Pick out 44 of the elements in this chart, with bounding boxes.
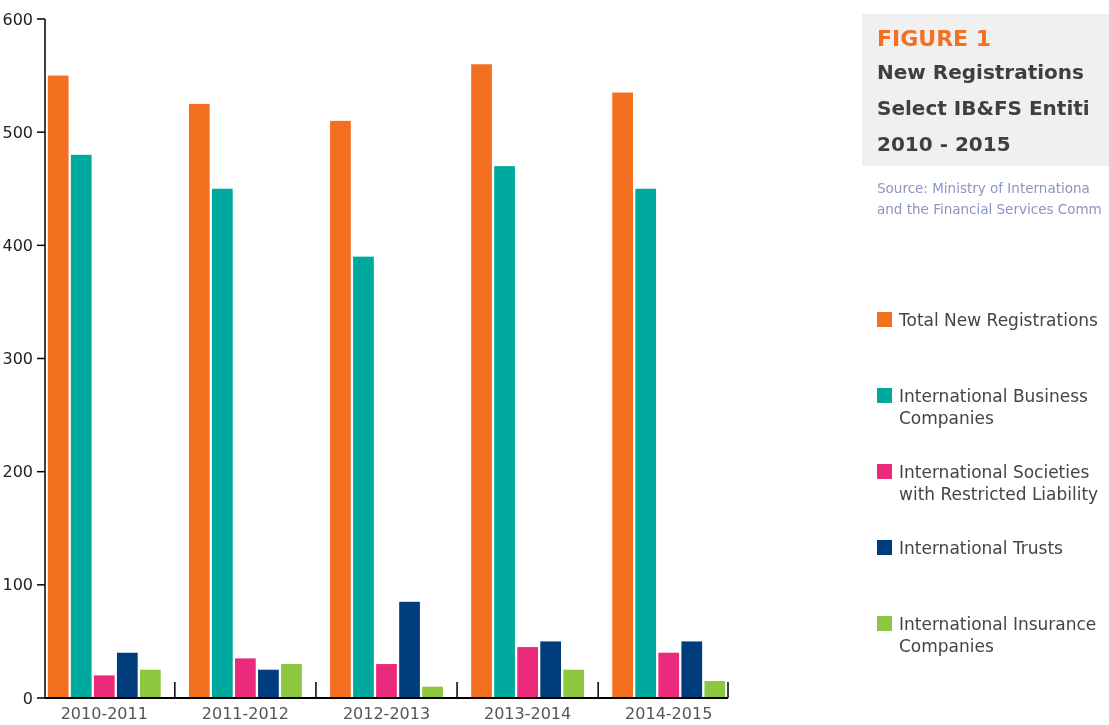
x-tick-label: 2011-2012: [201, 704, 289, 723]
bar: [494, 166, 515, 698]
x-tick-label: 2010-2011: [60, 704, 148, 723]
bar: [47, 75, 69, 698]
bar: [70, 154, 92, 698]
y-tick-label: 400: [2, 235, 33, 255]
text: and the Financial Services Comm: [877, 201, 1102, 217]
legend-label: International Trusts: [899, 538, 1064, 558]
legend-label: International Insurance Companies: [899, 614, 1097, 656]
text: FIGURE 1: [877, 26, 992, 51]
x-tick-label: 2012-2013: [342, 704, 431, 723]
y-tick-label: 0: [22, 688, 33, 708]
y-tick-label: 600: [2, 9, 33, 29]
bar: [540, 641, 562, 698]
y-tick-label: 100: [2, 575, 33, 595]
bar: [258, 669, 279, 698]
text: New Registrations Select IB&FS Entiti 2010 - 2015: [877, 60, 1090, 156]
bar: [330, 120, 351, 698]
x-tick-label: 2014-2015: [625, 704, 713, 723]
bar: [612, 92, 634, 698]
bar: [93, 675, 115, 698]
bar: [399, 601, 420, 698]
bar: [139, 669, 161, 698]
bar: [353, 256, 374, 698]
bar: [635, 188, 657, 698]
bar: [658, 652, 680, 698]
legend-label: Total New Registrations: [898, 310, 1099, 330]
y-tick-label: 500: [2, 122, 33, 142]
bar: [681, 641, 703, 698]
source-note: Source: Ministry of Internationa: [877, 180, 1090, 196]
legend-label: International Business Companies: [899, 386, 1089, 428]
y-tick-label: 300: [2, 349, 33, 369]
bar: [116, 652, 138, 698]
bar: [471, 64, 492, 698]
y-tick-label: 200: [2, 462, 33, 482]
bar: [563, 669, 585, 698]
x-tick-label: 2013-2014: [484, 704, 572, 723]
bar: [517, 647, 538, 698]
legend-label: International Societies with Restricted Liability: [899, 462, 1099, 504]
bar: [188, 103, 210, 698]
bar: [211, 188, 233, 698]
bar: [235, 658, 256, 698]
bar: [281, 664, 302, 698]
bar: [376, 664, 397, 698]
